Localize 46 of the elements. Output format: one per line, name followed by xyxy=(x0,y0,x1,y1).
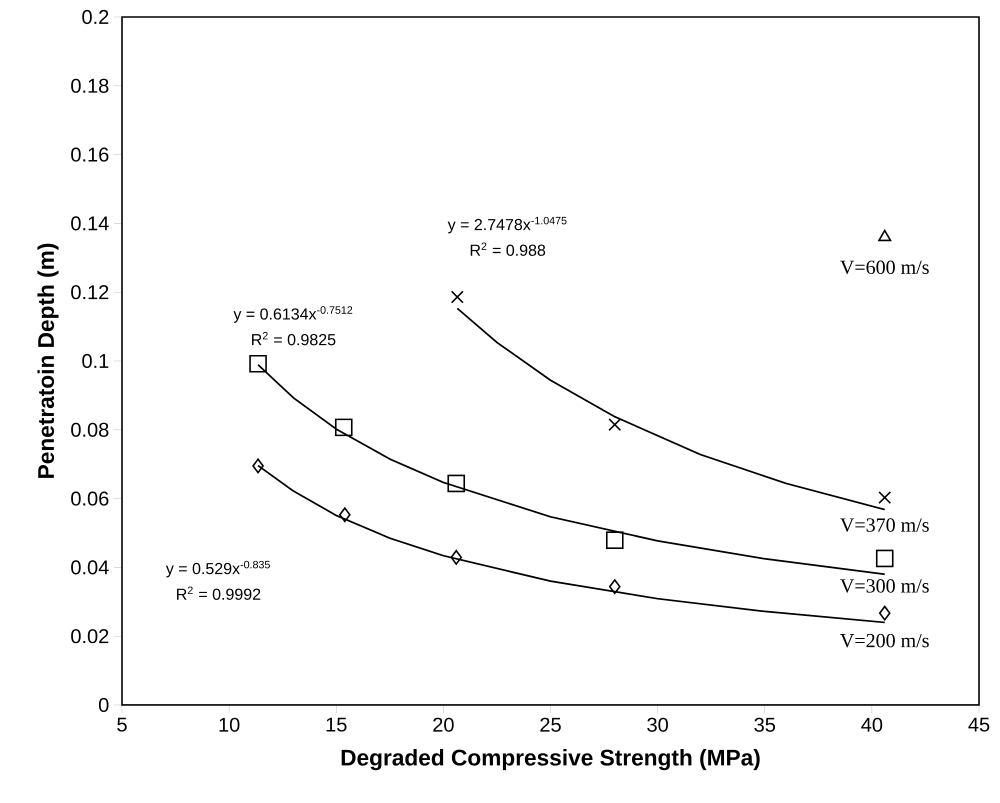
x-tick-label: 15 xyxy=(326,718,347,732)
y-tick-label: 0.16 xyxy=(71,148,108,162)
point xyxy=(606,531,624,550)
point xyxy=(252,458,264,474)
y-tick-label: 0.14 xyxy=(71,216,109,230)
y-tick-label: 0.04 xyxy=(71,560,109,574)
y-tick-label: 0.06 xyxy=(71,492,108,506)
point xyxy=(339,507,351,522)
y-tick-label: 0.08 xyxy=(71,422,108,437)
point xyxy=(608,418,622,432)
annotation: y = 0.6134x$^{-0.7512}$ xyxy=(233,306,352,323)
line-series xyxy=(456,307,886,510)
x-tick-label: 25 xyxy=(540,718,561,732)
point xyxy=(878,606,891,621)
x-tick-label: 10 xyxy=(220,718,240,732)
series-label: V=300 m/s xyxy=(840,579,929,593)
point xyxy=(249,354,267,373)
point xyxy=(876,550,894,568)
y-tick-label: 0.1 xyxy=(82,354,108,368)
y-axis-title: Penetratoin Depth (m) xyxy=(37,244,59,478)
x-tick-label: 40 xyxy=(861,718,882,732)
series-label: V=370 m/s xyxy=(840,518,929,532)
annotation: R$^{2}$ = 0.9992 xyxy=(177,586,260,600)
series-label: V=600 m/s xyxy=(840,260,929,274)
point xyxy=(450,550,462,565)
y-tick-label: 0.18 xyxy=(71,78,108,93)
series-label: V=200 m/s xyxy=(840,634,929,648)
annotation: R$^{2}$ = 0.9825 xyxy=(252,332,336,346)
x-tick-label: 20 xyxy=(433,718,454,732)
x-axis-title: Degraded Compressive Strength (MPa) xyxy=(342,749,760,770)
point xyxy=(608,579,621,594)
point xyxy=(334,418,353,436)
annotation: y = 0.529x$^{-0.835}$ xyxy=(166,560,270,578)
x-tick-label: 45 xyxy=(968,718,990,732)
point xyxy=(878,491,892,504)
x-tick-label: 5 xyxy=(117,718,127,732)
x-tick-label: 35 xyxy=(754,718,776,732)
annotation: R$^{2}$ = 0.988 xyxy=(470,242,546,256)
annotation: y = 2.7478x$^{-1.0475}$ xyxy=(448,216,567,234)
y-tick-label: 0 xyxy=(98,698,108,712)
point xyxy=(447,474,466,492)
point xyxy=(450,290,464,304)
x-tick-label: 30 xyxy=(647,718,668,732)
y-tick-label: 0.12 xyxy=(71,285,108,300)
y-tick-label: 0.2 xyxy=(82,10,108,24)
y-tick-label: 0.02 xyxy=(71,629,108,644)
